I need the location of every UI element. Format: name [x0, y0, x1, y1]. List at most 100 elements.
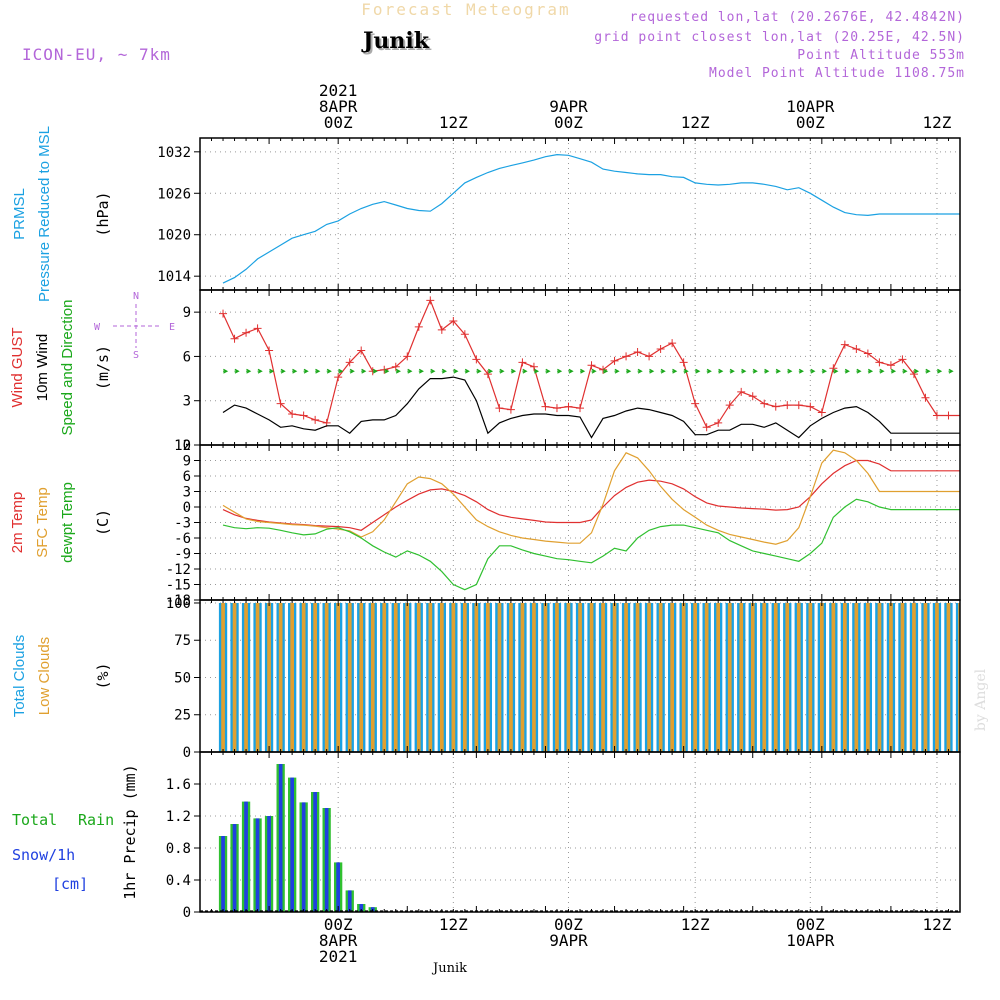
bar-low-clouds	[923, 603, 928, 752]
wind-arrow	[948, 368, 954, 374]
bar-snow-1h	[313, 792, 317, 912]
ytick-label: 25	[174, 708, 191, 724]
bar-low-clouds	[290, 603, 294, 752]
ytick-label: 0.8	[166, 841, 191, 857]
wind-arrow	[844, 368, 850, 374]
bar-low-clouds	[255, 603, 260, 752]
gust-point	[794, 401, 803, 410]
gust-point	[633, 348, 642, 356]
gust-point	[668, 339, 677, 348]
wind-arrow	[522, 368, 528, 374]
gust-point	[253, 324, 262, 333]
gust-point	[932, 411, 941, 420]
panel-units: (C)	[94, 509, 112, 536]
gust-point	[288, 410, 297, 418]
wind-arrow	[925, 368, 931, 374]
wind-arrow	[591, 368, 597, 374]
panel-label: Wind GUST	[9, 327, 26, 407]
bar-low-clouds	[278, 603, 283, 752]
gust-point	[495, 404, 504, 413]
gust-point	[760, 399, 769, 408]
panel-frame	[199, 289, 961, 446]
wind-arrow	[441, 368, 447, 374]
top-time-label: 12Z	[923, 113, 952, 132]
gust-point	[771, 402, 780, 411]
bar-low-clouds	[520, 603, 525, 752]
compass-n: N	[133, 291, 139, 302]
gust-point	[886, 361, 895, 370]
bar-low-clouds	[555, 603, 559, 752]
gust-point	[472, 355, 481, 364]
panel-0: 1014 1020 1026 1032 (hPa) PRMSL Pressure Reduc…	[11, 126, 961, 302]
wind-arrow	[752, 368, 758, 374]
panel-label: Low Clouds	[36, 637, 53, 715]
bar-low-clouds	[889, 603, 893, 752]
bar-low-clouds	[509, 603, 513, 752]
bar-snow-1h	[221, 836, 225, 912]
ytick-label: 0	[183, 905, 191, 921]
bar-low-clouds	[370, 603, 375, 752]
location-title: Junik	[361, 28, 430, 54]
bar-snow-1h	[301, 802, 306, 912]
series-layer	[219, 296, 960, 439]
wind-arrow	[557, 368, 563, 374]
bar-low-clouds	[716, 603, 720, 752]
bottom-time-label: 12Z	[439, 915, 468, 934]
ytick-label: 6	[183, 469, 191, 485]
ytick-label: -12	[166, 562, 191, 578]
gust-point	[449, 317, 458, 325]
wind-arrow	[879, 368, 885, 374]
gust-point	[541, 402, 550, 411]
wind-arrow	[418, 368, 424, 374]
bar-low-clouds	[566, 603, 571, 752]
ytick-label: -15	[166, 578, 191, 594]
ytick-label: 1032	[157, 145, 191, 161]
gust-point	[311, 415, 320, 424]
wind-arrow	[695, 368, 701, 374]
bar-low-clouds	[900, 603, 905, 752]
gust-point	[529, 362, 538, 371]
gust-point	[817, 408, 826, 417]
series-10m-wind	[222, 376, 960, 439]
panel-4: 0 0.4 0.8 1.2 1.6 1hr Precip (mm)	[121, 751, 961, 921]
model-altitude: Model Point Altitude 1108.75m	[709, 66, 965, 81]
bar-low-clouds	[347, 603, 352, 752]
bar-snow-1h	[359, 904, 364, 912]
gust-point	[506, 405, 515, 414]
wind-arrow	[821, 368, 827, 374]
panel-3: 0 25 50 75 100 (%) Total Clouds Low Clouds	[11, 596, 961, 761]
gust-point	[587, 361, 596, 370]
gust-point	[276, 399, 285, 408]
wind-arrow	[913, 368, 920, 374]
bar-low-clouds	[382, 603, 387, 752]
wind-arrow	[810, 368, 816, 374]
series-dewpt-temp	[222, 498, 960, 591]
requested-coords: requested lon,lat (20.2676E, 42.4842N)	[630, 10, 965, 25]
wind-arrow	[833, 368, 839, 374]
watermark: by Angel	[973, 668, 989, 731]
bar-low-clouds	[474, 603, 479, 752]
wind-arrow	[683, 368, 689, 374]
wind-arrow	[453, 368, 459, 374]
top-time-label: 10APR	[786, 97, 835, 116]
gust-point	[898, 355, 907, 364]
bar-low-clouds	[808, 603, 813, 752]
bar-low-clouds	[301, 603, 306, 752]
wind-arrow	[315, 368, 321, 374]
wind-arrow	[338, 368, 344, 374]
wind-arrow	[568, 368, 574, 374]
series-sfc-temp	[222, 449, 960, 545]
top-time-label: 00Z	[324, 113, 353, 132]
panel-label: 10m Wind	[34, 334, 51, 402]
wind-arrow	[718, 368, 724, 374]
bar-low-clouds	[578, 603, 582, 752]
ytick-label: 0.4	[166, 873, 191, 889]
bottom-time-label: 00Z	[324, 915, 353, 934]
bar-low-clouds	[440, 603, 444, 752]
point-altitude: Point Altitude 553m	[797, 48, 965, 63]
gust-point	[702, 423, 711, 432]
bar-low-clouds	[647, 603, 651, 752]
gust-point	[875, 358, 884, 367]
wind-arrow	[223, 368, 229, 374]
